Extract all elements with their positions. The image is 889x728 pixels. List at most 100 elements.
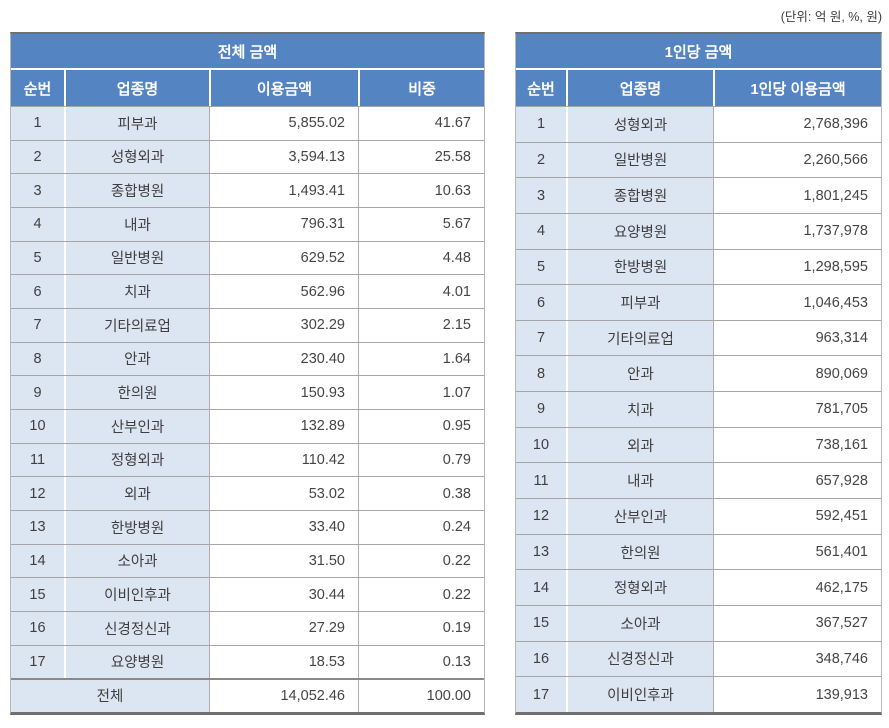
unit-note: (단위: 억 원, %, 원) <box>780 10 882 24</box>
cell-share: 1.07 <box>358 376 484 409</box>
table-row: 3 종합병원 1,493.41 10.63 <box>11 173 484 207</box>
cell-share: 25.58 <box>358 140 484 174</box>
cell-share: 10.63 <box>358 174 484 207</box>
cell-industry: 신경정신과 <box>64 611 209 645</box>
table-row: 8 안과 890,069 <box>516 355 881 392</box>
cell-industry: 치과 <box>64 275 209 308</box>
cell-per-capita-amount: 1,801,245 <box>713 178 881 213</box>
column-header-industry: 업종명 <box>64 70 209 106</box>
total-amount-table-title: 전체 금액 <box>11 34 484 70</box>
cell-industry: 외과 <box>566 427 713 463</box>
table-row: 7 기타의료업 963,314 <box>516 319 881 356</box>
table-row: 15 이비인후과 30.44 0.22 <box>11 577 484 611</box>
cell-industry: 이비인후과 <box>566 677 713 712</box>
cell-rank: 16 <box>516 641 566 677</box>
cell-per-capita-amount: 367,527 <box>713 605 881 641</box>
column-header-industry: 업종명 <box>566 70 713 106</box>
cell-amount: 562.96 <box>209 275 358 308</box>
cell-rank: 13 <box>516 534 566 570</box>
table-row: 4 내과 796.31 5.67 <box>11 206 484 241</box>
cell-amount: 33.40 <box>209 510 358 544</box>
table-row: 17 이비인후과 139,913 <box>516 676 881 712</box>
cell-per-capita-amount: 1,298,595 <box>713 249 881 285</box>
cell-rank: 7 <box>516 320 566 356</box>
cell-industry: 소아과 <box>64 544 209 578</box>
cell-amount: 629.52 <box>209 241 358 275</box>
cell-rank: 8 <box>11 342 64 376</box>
cell-share: 0.38 <box>358 477 484 510</box>
cell-rank: 3 <box>11 174 64 207</box>
cell-industry: 기타의료업 <box>64 308 209 342</box>
cell-rank: 12 <box>11 477 64 510</box>
cell-industry: 안과 <box>566 356 713 392</box>
cell-amount: 5,855.02 <box>209 107 358 140</box>
cell-rank: 2 <box>516 142 566 178</box>
cell-per-capita-amount: 1,046,453 <box>713 285 881 320</box>
cell-per-capita-amount: 2,768,396 <box>713 107 881 142</box>
cell-share: 4.48 <box>358 241 484 275</box>
cell-industry: 정형외과 <box>566 570 713 605</box>
cell-rank: 11 <box>11 443 64 477</box>
column-header-rank: 순번 <box>11 70 64 106</box>
cell-share: 41.67 <box>358 107 484 140</box>
cell-industry: 내과 <box>64 207 209 241</box>
cell-industry: 정형외과 <box>64 443 209 477</box>
cell-rank: 14 <box>11 544 64 578</box>
cell-amount: 230.40 <box>209 342 358 376</box>
cell-per-capita-amount: 592,451 <box>713 499 881 534</box>
cell-rank: 1 <box>516 107 566 142</box>
column-header-per-capita-amount: 1인당 이용금액 <box>713 70 881 106</box>
cell-industry: 치과 <box>566 392 713 427</box>
cell-per-capita-amount: 781,705 <box>713 392 881 427</box>
table-row: 13 한방병원 33.40 0.24 <box>11 509 484 544</box>
cell-share: 0.22 <box>358 578 484 611</box>
cell-per-capita-amount: 1,737,978 <box>713 213 881 249</box>
cell-industry: 한방병원 <box>566 249 713 285</box>
column-header-amount: 이용금액 <box>209 70 358 106</box>
cell-industry: 일반병원 <box>64 241 209 275</box>
table-row: 11 내과 657,928 <box>516 462 881 499</box>
cell-industry: 피부과 <box>64 107 209 140</box>
cell-rank: 6 <box>516 285 566 320</box>
cell-share: 0.22 <box>358 544 484 578</box>
cell-amount: 110.42 <box>209 443 358 477</box>
cell-share: 0.79 <box>358 443 484 477</box>
cell-industry: 성형외과 <box>64 140 209 174</box>
table-row: 3 종합병원 1,801,245 <box>516 177 881 213</box>
cell-per-capita-amount: 890,069 <box>713 356 881 392</box>
cell-amount: 30.44 <box>209 578 358 611</box>
cell-industry: 산부인과 <box>64 409 209 443</box>
cell-industry: 산부인과 <box>566 499 713 534</box>
table-row: 12 외과 53.02 0.38 <box>11 476 484 510</box>
cell-rank: 9 <box>11 376 64 409</box>
cell-amount: 150.93 <box>209 376 358 409</box>
table-row: 5 일반병원 629.52 4.48 <box>11 240 484 275</box>
cell-rank: 13 <box>11 510 64 544</box>
cell-amount: 27.29 <box>209 611 358 645</box>
table-row: 12 산부인과 592,451 <box>516 498 881 534</box>
cell-industry: 한의원 <box>566 534 713 570</box>
total-amount-table: 전체 금액 순번 업종명 이용금액 비중 1 피부과 5,855.02 41.6… <box>10 32 485 715</box>
cell-rank: 2 <box>11 140 64 174</box>
column-header-rank: 순번 <box>516 70 566 106</box>
cell-share: 5.67 <box>358 207 484 241</box>
table-row: 14 소아과 31.50 0.22 <box>11 543 484 578</box>
cell-rank: 17 <box>11 645 64 679</box>
cell-rank: 5 <box>516 249 566 285</box>
cell-per-capita-amount: 738,161 <box>713 427 881 463</box>
cell-amount: 302.29 <box>209 308 358 342</box>
cell-industry: 종합병원 <box>64 174 209 207</box>
cell-per-capita-amount: 462,175 <box>713 570 881 605</box>
cell-rank: 6 <box>11 275 64 308</box>
cell-industry: 소아과 <box>566 605 713 641</box>
cell-rank: 15 <box>11 578 64 611</box>
total-row: 전체 14,052.46 100.00 <box>11 678 484 712</box>
table-row: 5 한방병원 1,298,595 <box>516 248 881 285</box>
cell-rank: 12 <box>516 499 566 534</box>
cell-amount: 31.50 <box>209 544 358 578</box>
cell-per-capita-amount: 348,746 <box>713 641 881 677</box>
cell-per-capita-amount: 139,913 <box>713 677 881 712</box>
column-header-share: 비중 <box>358 70 484 106</box>
table-row: 1 피부과 5,855.02 41.67 <box>11 106 484 140</box>
cell-rank: 10 <box>11 409 64 443</box>
